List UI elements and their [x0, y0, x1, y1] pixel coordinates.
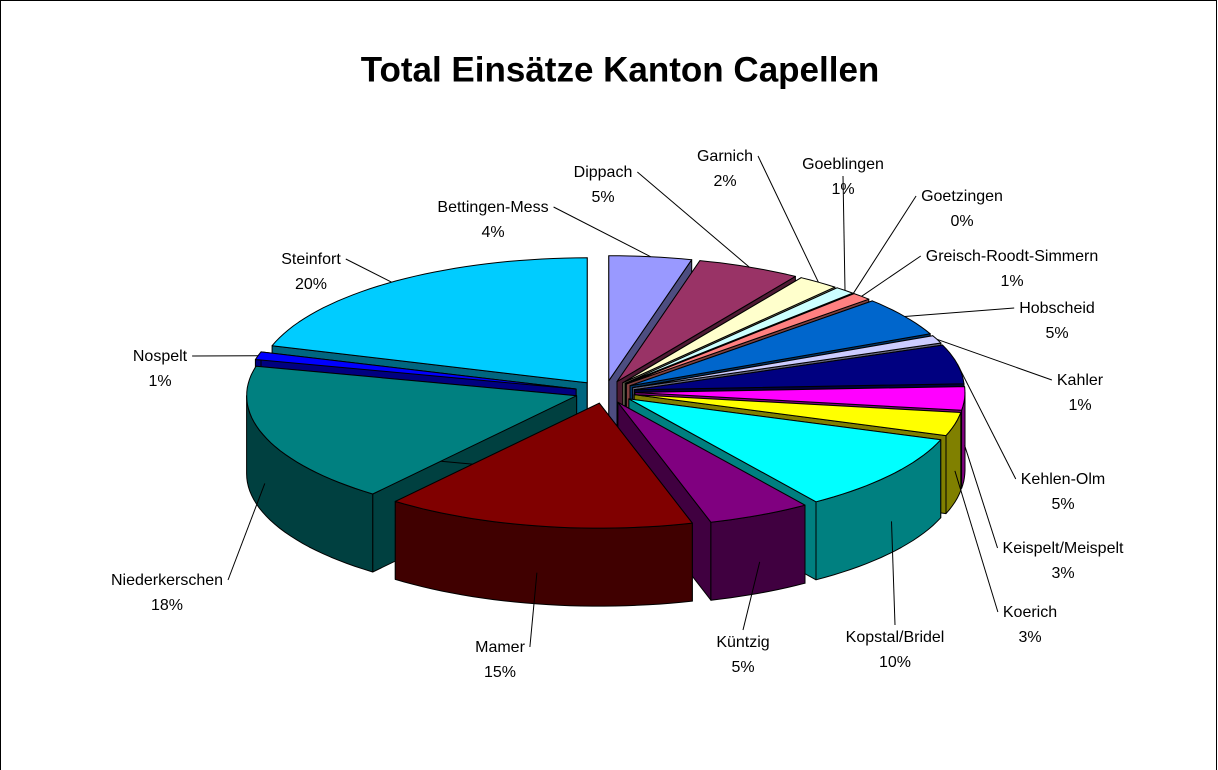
leader-line — [904, 307, 1015, 317]
chart-title: Total Einsätze Kanton Capellen — [361, 50, 880, 89]
leader-line — [553, 206, 651, 258]
data-label-value: 1% — [1068, 397, 1091, 414]
data-label-name: Niederkerschen — [111, 572, 223, 589]
data-label-name: Kahler — [1057, 372, 1104, 389]
data-label-name: Goetzingen — [921, 188, 1003, 205]
slice — [634, 386, 966, 411]
data-label-name: Bettingen-Mess — [437, 199, 548, 216]
leader-line — [637, 171, 750, 268]
leader-line — [954, 470, 999, 613]
data-label-name: Hobscheid — [1019, 300, 1095, 317]
data-label-name: Kehlen-Olm — [1021, 471, 1105, 488]
data-label-value: 18% — [151, 597, 183, 614]
leader-line — [742, 561, 761, 631]
data-label-name: Goeblingen — [802, 156, 884, 173]
leader-line — [529, 572, 538, 648]
data-label-value: 5% — [1051, 496, 1074, 513]
data-label-value: 3% — [1051, 565, 1074, 582]
data-label-name: Steinfort — [281, 251, 341, 268]
data-label-value: 1% — [148, 373, 171, 390]
leader-line — [345, 258, 392, 283]
data-label-name: Nospelt — [133, 348, 188, 365]
data-label-value: 0% — [950, 213, 973, 230]
data-label-value: 20% — [295, 276, 327, 293]
data-label-value: 2% — [713, 173, 736, 190]
data-label-name: Greisch-Roodt-Simmern — [926, 248, 1098, 265]
leader-line — [891, 521, 896, 626]
data-label-value: 5% — [1045, 325, 1068, 342]
slice — [394, 402, 693, 529]
slice — [246, 365, 578, 495]
data-label-value: 4% — [481, 224, 504, 241]
data-label-name: Koerich — [1003, 604, 1057, 621]
data-label-value: 5% — [731, 659, 754, 676]
leader-line — [227, 483, 266, 581]
data-label-value: 1% — [1000, 273, 1023, 290]
data-label-name: Mamer — [475, 639, 525, 656]
data-label-name: Dippach — [574, 164, 633, 181]
leader-line — [757, 155, 819, 283]
data-label-value: 15% — [484, 664, 516, 681]
data-label-value: 3% — [1018, 629, 1041, 646]
data-label-value: 10% — [879, 654, 911, 671]
data-label-value: 5% — [591, 189, 614, 206]
data-label-name: Keispelt/Meispelt — [1003, 540, 1125, 557]
pie — [246, 255, 966, 607]
slice — [633, 394, 962, 437]
leader-line — [852, 195, 917, 294]
leader-line — [936, 338, 1053, 381]
data-label-name: Garnich — [697, 148, 753, 165]
slice — [628, 398, 942, 503]
leader-line — [964, 445, 998, 549]
leader-line — [956, 363, 1017, 480]
leader-line — [842, 175, 846, 291]
data-label-name: Kopstal/Bridel — [846, 629, 945, 646]
slice — [617, 401, 806, 523]
leader-line — [861, 255, 922, 297]
data-label-name: Küntzig — [716, 634, 769, 651]
